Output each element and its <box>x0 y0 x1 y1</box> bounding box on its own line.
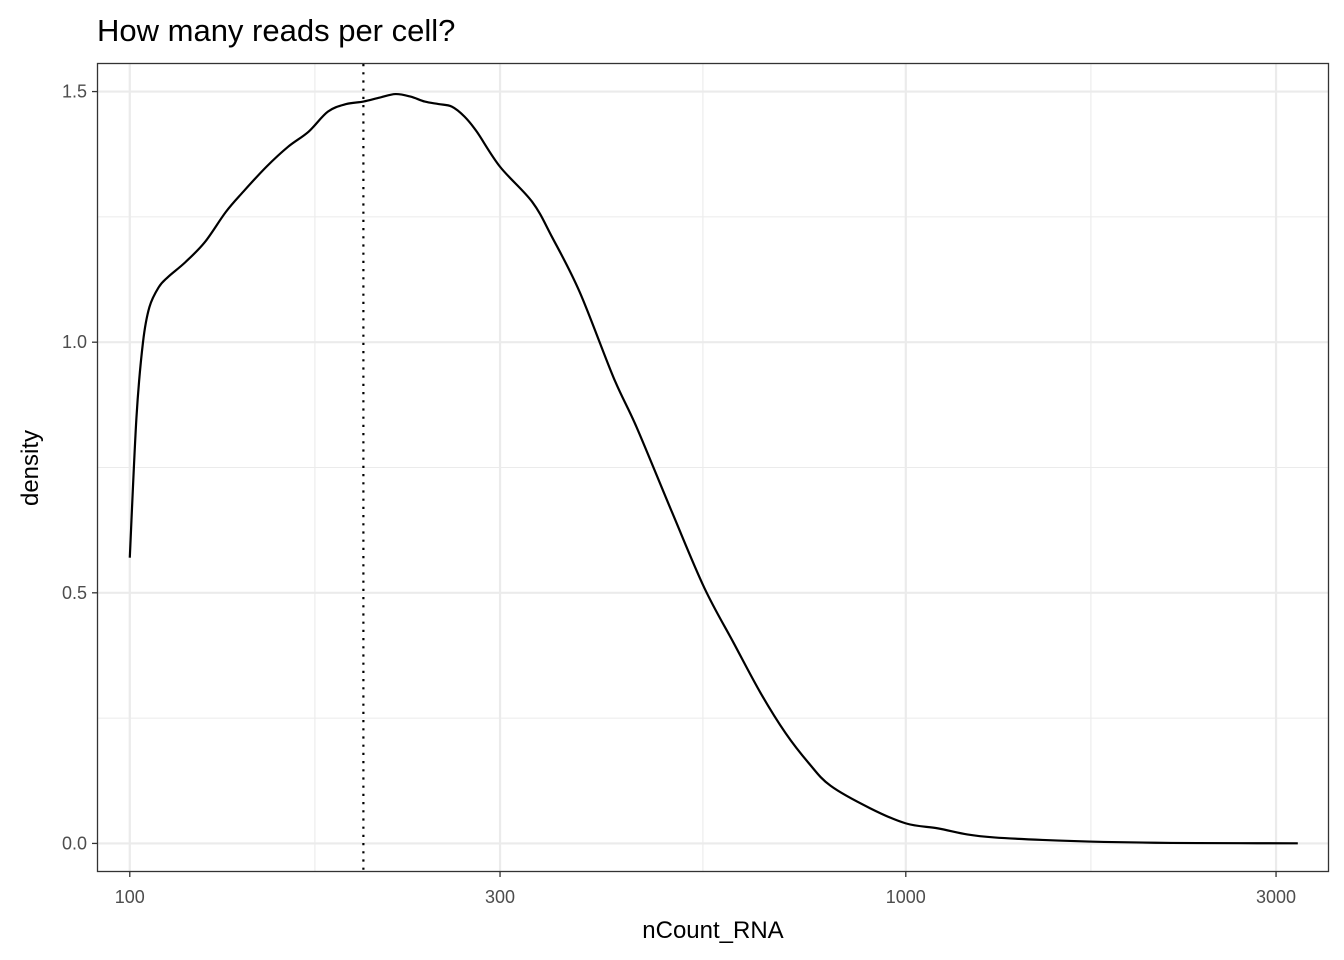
minor-gridlines <box>98 64 1328 871</box>
y-tick-label: 0.0 <box>62 833 87 853</box>
x-axis-title: nCount_RNA <box>642 917 783 944</box>
chart-title: How many reads per cell? <box>97 13 455 48</box>
x-tick-label: 100 <box>115 887 145 907</box>
y-tick-label: 0.5 <box>62 583 87 603</box>
y-axis-title: density <box>17 430 44 506</box>
x-axis-ticks: 100 300 1000 3000 <box>115 871 1296 907</box>
y-axis-ticks: 0.0 0.5 1.0 1.5 <box>62 82 98 853</box>
x-tick-label: 1000 <box>886 887 926 907</box>
panel-border <box>96 62 1330 873</box>
density-curve <box>128 92 1298 845</box>
x-tick-label: 300 <box>485 887 515 907</box>
x-tick-label: 3000 <box>1256 887 1296 907</box>
data-marks <box>128 64 1298 871</box>
y-tick-label: 1.0 <box>62 332 87 352</box>
major-gridlines <box>98 64 1328 871</box>
y-tick-label: 1.5 <box>62 82 87 102</box>
